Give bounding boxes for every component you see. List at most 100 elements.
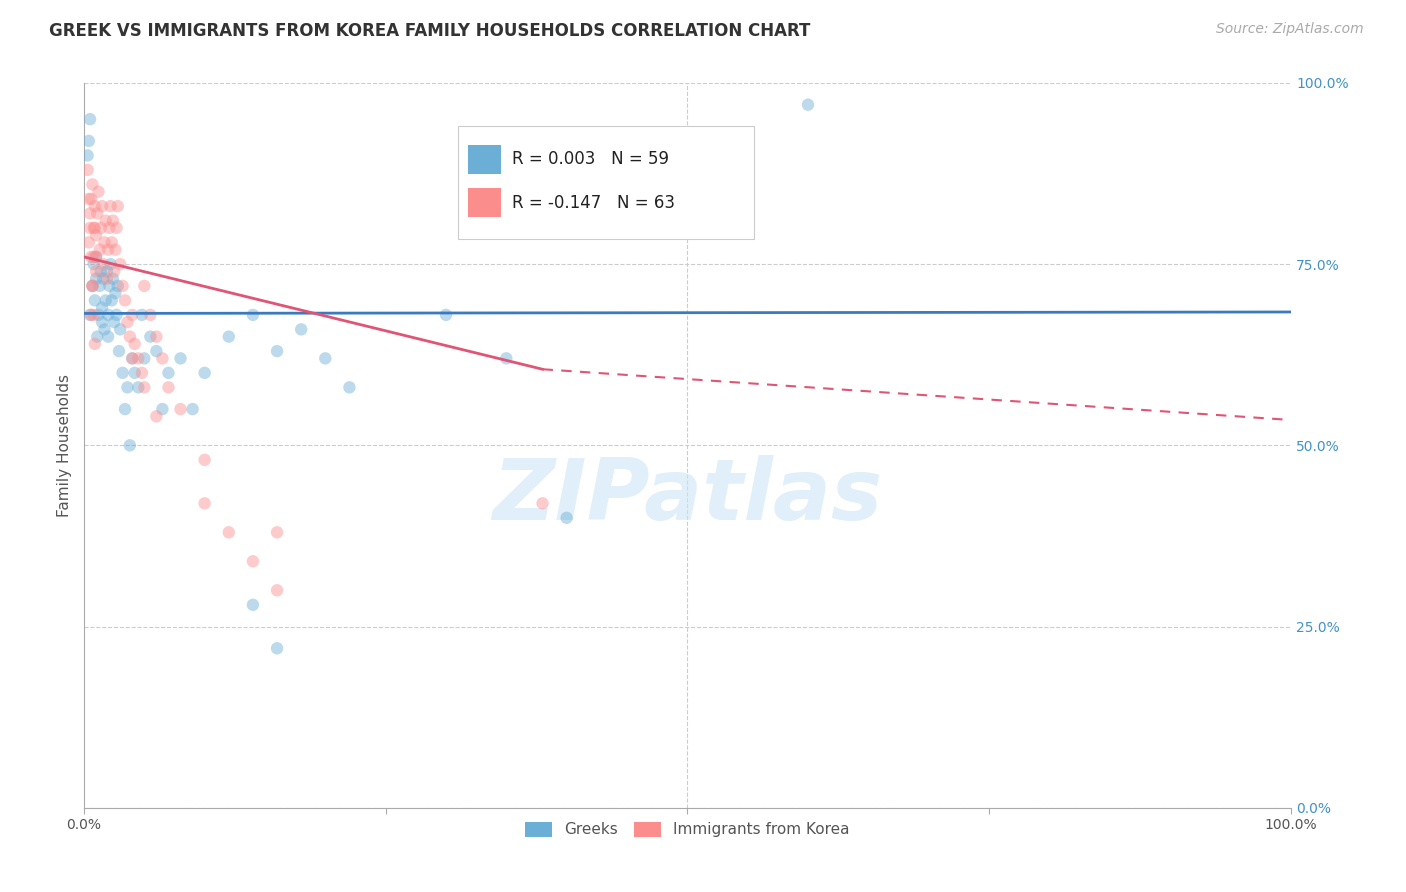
Text: Source: ZipAtlas.com: Source: ZipAtlas.com — [1216, 22, 1364, 37]
Point — [97, 329, 120, 343]
Point — [134, 279, 156, 293]
Point — [91, 301, 114, 315]
Point — [93, 322, 115, 336]
FancyBboxPatch shape — [468, 188, 502, 217]
Point — [121, 308, 143, 322]
Point — [127, 380, 149, 394]
Point — [105, 308, 128, 322]
Y-axis label: Family Households: Family Households — [58, 374, 72, 516]
Point — [111, 366, 134, 380]
Point — [89, 279, 111, 293]
Point — [117, 380, 139, 394]
Point — [124, 366, 146, 380]
Point — [94, 293, 117, 308]
Point — [84, 271, 107, 285]
Point — [134, 351, 156, 366]
Point — [152, 351, 174, 366]
Point — [82, 279, 104, 293]
Point — [157, 380, 180, 394]
Point — [114, 402, 136, 417]
Point — [90, 220, 112, 235]
Point — [79, 112, 101, 127]
Point — [169, 351, 191, 366]
Point — [101, 213, 124, 227]
Point — [100, 199, 122, 213]
Point — [194, 366, 217, 380]
Point — [82, 178, 104, 192]
Legend: Greeks, Immigrants from Korea: Greeks, Immigrants from Korea — [519, 815, 856, 844]
Point — [111, 279, 134, 293]
Point — [117, 315, 139, 329]
Point — [83, 199, 105, 213]
Point — [76, 148, 98, 162]
Point — [77, 235, 100, 250]
Text: ZIPatlas: ZIPatlas — [492, 455, 883, 538]
Point — [104, 243, 127, 257]
Point — [181, 402, 204, 417]
Point — [98, 220, 121, 235]
Point — [242, 554, 264, 568]
Point — [242, 598, 264, 612]
Point — [90, 264, 112, 278]
Point — [434, 308, 457, 322]
Point — [290, 322, 312, 336]
Point — [76, 162, 98, 177]
Point — [80, 192, 103, 206]
Point — [108, 322, 131, 336]
Point — [96, 264, 118, 278]
Point — [555, 511, 578, 525]
Point — [86, 206, 108, 220]
Point — [91, 257, 114, 271]
Point — [98, 279, 121, 293]
Point — [107, 199, 129, 213]
Point — [157, 366, 180, 380]
Point — [218, 329, 240, 343]
Point — [84, 228, 107, 243]
Point — [797, 97, 820, 112]
Point — [94, 213, 117, 227]
Point — [100, 257, 122, 271]
Point — [77, 134, 100, 148]
Point — [91, 199, 114, 213]
Text: R = 0.003   N = 59: R = 0.003 N = 59 — [512, 150, 669, 168]
Point — [118, 329, 141, 343]
Point — [103, 264, 125, 278]
Point — [131, 308, 153, 322]
Point — [84, 250, 107, 264]
Point — [114, 293, 136, 308]
Point — [218, 525, 240, 540]
Point — [100, 235, 122, 250]
Point — [121, 351, 143, 366]
Point — [87, 308, 110, 322]
Point — [108, 257, 131, 271]
Point — [83, 220, 105, 235]
Point — [339, 380, 361, 394]
Point — [83, 308, 105, 322]
Point — [495, 351, 517, 366]
Point — [531, 496, 554, 510]
Point — [131, 366, 153, 380]
Point — [127, 351, 149, 366]
Point — [79, 206, 101, 220]
Point — [108, 344, 131, 359]
Point — [79, 220, 101, 235]
Point — [100, 293, 122, 308]
Point — [83, 220, 105, 235]
Point — [118, 438, 141, 452]
Point — [83, 293, 105, 308]
Point — [97, 243, 120, 257]
Point — [82, 279, 104, 293]
Point — [83, 337, 105, 351]
Point — [242, 308, 264, 322]
Point — [80, 250, 103, 264]
Point — [91, 271, 114, 285]
Point — [107, 279, 129, 293]
FancyBboxPatch shape — [468, 145, 502, 174]
Point — [194, 453, 217, 467]
Point — [86, 329, 108, 343]
Point — [145, 409, 167, 424]
Point — [266, 583, 288, 598]
Point — [101, 271, 124, 285]
Point — [82, 279, 104, 293]
Point — [84, 250, 107, 264]
